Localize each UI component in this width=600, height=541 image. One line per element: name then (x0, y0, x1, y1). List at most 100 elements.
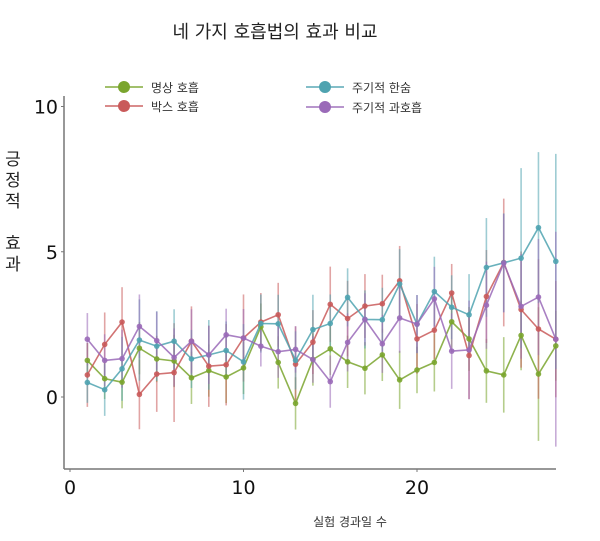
data-point (483, 293, 490, 300)
data-point (466, 347, 472, 353)
data-point (362, 365, 368, 372)
data-point (379, 300, 386, 307)
data-point (275, 359, 282, 366)
data-point (310, 339, 316, 345)
data-point (275, 348, 282, 355)
data-point (448, 290, 455, 296)
data-point (431, 288, 438, 295)
data-point (483, 368, 490, 374)
legend-dot-icon (319, 101, 331, 113)
data-point (84, 379, 91, 386)
data-point (327, 378, 334, 385)
data-point (431, 327, 438, 333)
data-point (153, 337, 160, 344)
data-point (101, 341, 108, 348)
data-point (101, 375, 108, 382)
data-point (223, 361, 229, 368)
data-point (379, 352, 386, 358)
data-point (327, 345, 334, 352)
data-point (240, 365, 247, 371)
data-point (431, 296, 438, 302)
data-point (119, 355, 125, 362)
data-point (188, 356, 195, 362)
data-point (84, 357, 91, 364)
series-line (86, 260, 557, 384)
data-point (483, 264, 490, 271)
data-point (466, 336, 472, 342)
data-point (258, 343, 264, 349)
data-point (518, 255, 524, 261)
data-point (84, 372, 91, 378)
data-point (414, 367, 420, 373)
data-point (327, 320, 334, 327)
y-axis-label-char: 정 (5, 171, 21, 191)
x-tick-label: 0 (64, 477, 76, 499)
legend-item-cyclic-hyperventilation: 주기적 과호흡 (306, 98, 422, 116)
x-tick-label: 20 (405, 477, 429, 499)
legend-item-box-breathing: 박스 호흡 (105, 97, 199, 115)
data-point (136, 391, 143, 398)
data-point (362, 303, 368, 309)
y-axis-label-char: 효 (5, 234, 21, 254)
legend-label: 박스 호흡 (151, 99, 199, 114)
data-point (153, 371, 160, 377)
legend-item-meditation-breathing: 명상 호흡 (105, 78, 199, 96)
data-point (500, 372, 507, 378)
data-point (275, 311, 282, 318)
chart-legend: 명상 호흡 박스 호흡 주기적 한숨 주기적 과호흡 (0, 76, 600, 121)
data-point (188, 375, 195, 381)
data-point (310, 326, 316, 333)
legend-label: 명상 호흡 (151, 80, 199, 95)
data-point (171, 338, 177, 345)
chart-title: 네 가지 호흡법의 효과 비교 (172, 22, 378, 43)
data-point (553, 336, 559, 342)
data-point (535, 294, 542, 300)
data-point (310, 356, 316, 363)
data-point (119, 366, 125, 372)
data-point (396, 315, 403, 321)
data-point (327, 301, 334, 308)
y-axis-label-char: 긍 (5, 150, 21, 170)
data-point (223, 332, 229, 338)
data-point (171, 369, 177, 376)
data-point (240, 335, 247, 341)
data-point (344, 339, 351, 346)
data-point (448, 318, 455, 325)
series-line (86, 225, 557, 391)
legend-label: 주기적 과호흡 (352, 100, 423, 115)
legend-dot-icon (118, 100, 130, 112)
data-point (188, 338, 195, 345)
legend-dot-icon (319, 81, 331, 93)
data-point (240, 359, 247, 365)
data-point (535, 326, 542, 332)
data-point (119, 379, 125, 385)
data-point (206, 352, 212, 358)
data-point (136, 345, 143, 351)
data-point (136, 337, 143, 343)
legend-marker-icon (105, 97, 143, 115)
x-axis-label: 실험 경과일 수 (313, 515, 387, 529)
data-point (101, 357, 108, 364)
data-point (448, 348, 455, 354)
data-point (275, 320, 282, 327)
y-axis-label: 긍 정 적 효 과 (2, 150, 24, 276)
legend-marker-icon (105, 78, 143, 96)
data-point (119, 319, 125, 325)
data-point (101, 386, 108, 393)
y-tick-label: 5 (46, 242, 58, 264)
data-point (431, 359, 438, 366)
legend-item-cyclic-sighing: 주기적 한숨 (306, 78, 411, 96)
series-line (86, 320, 557, 406)
data-point (344, 294, 351, 301)
data-point (448, 304, 455, 311)
data-point (292, 346, 299, 353)
data-point (466, 311, 472, 318)
data-point (258, 320, 264, 327)
legend-label: 주기적 한숨 (352, 80, 412, 95)
data-point (206, 363, 212, 370)
data-point (414, 336, 420, 342)
data-point (414, 321, 420, 327)
data-point (344, 315, 351, 322)
data-point (535, 224, 542, 231)
